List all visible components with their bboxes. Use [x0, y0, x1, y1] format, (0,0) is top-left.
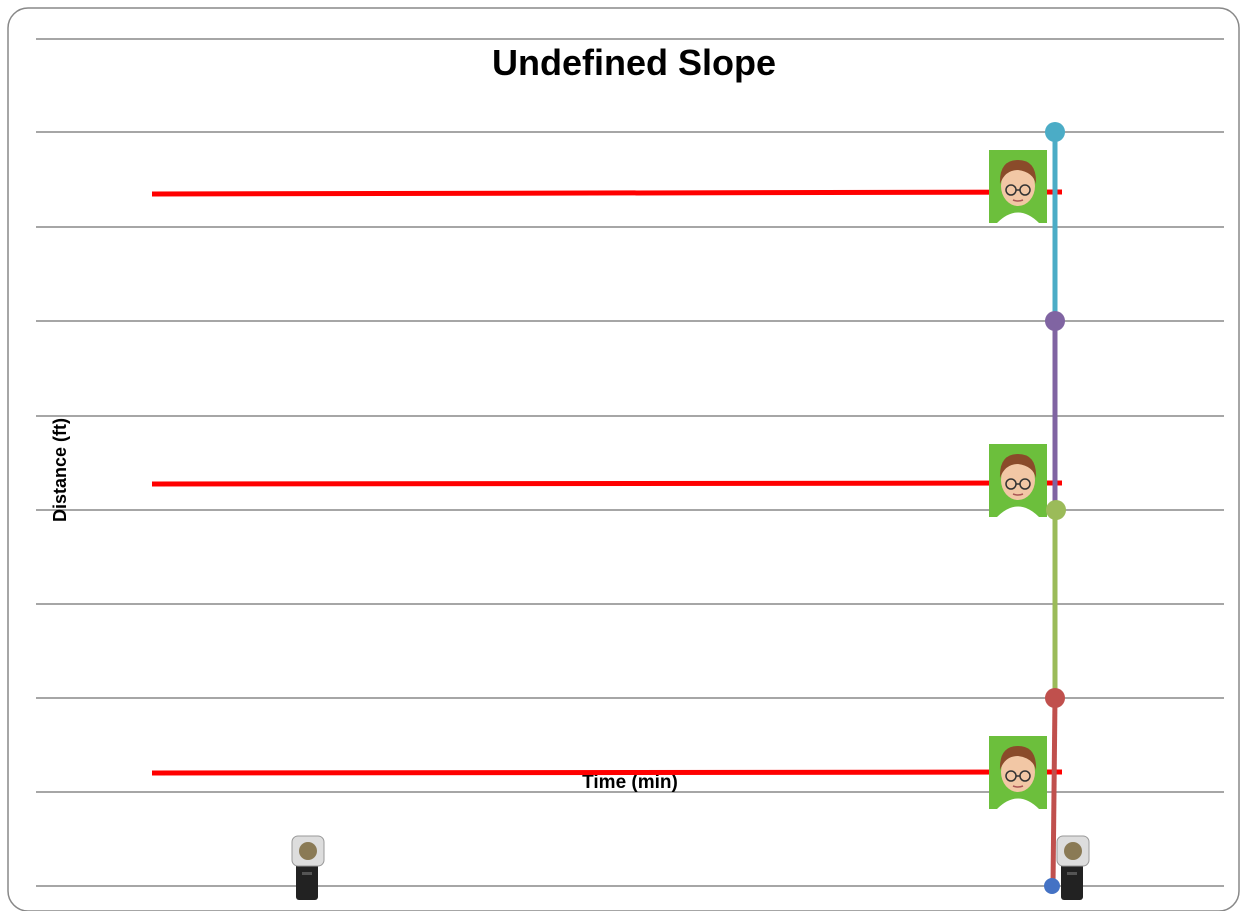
y-axis-label: Distance (ft): [50, 418, 70, 522]
points: [1044, 122, 1066, 894]
person-icon: [988, 149, 1048, 224]
time-clock-icon: [1056, 835, 1090, 901]
person-icon: [988, 735, 1048, 810]
vertical-segments: [1050, 132, 1058, 887]
x-axis-label: Time (min): [582, 772, 678, 793]
frame: [7, 7, 1240, 911]
person-icon: [988, 443, 1048, 518]
time-clock-icon: [291, 835, 325, 901]
red-lines: [151, 189, 1063, 776]
title: Undefined Slope: [492, 42, 776, 83]
